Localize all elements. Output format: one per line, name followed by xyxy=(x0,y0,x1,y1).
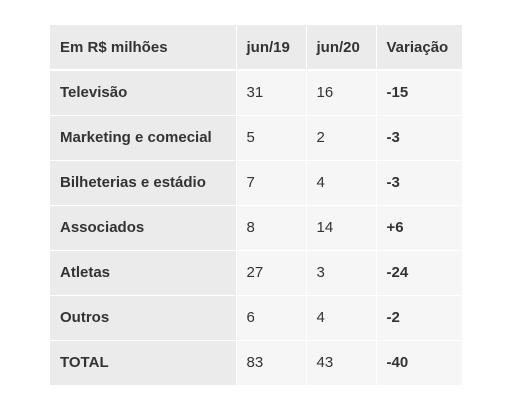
header-jun20: jun/20 xyxy=(306,25,377,71)
table-header-row: Em R$ milhões jun/19 jun/20 Variação xyxy=(50,25,463,71)
table-row-total: TOTAL 83 43 -40 xyxy=(50,340,463,386)
row-label: Bilheterias e estádio xyxy=(50,160,237,206)
row-label: Associados xyxy=(50,205,237,251)
cell-variation: -3 xyxy=(376,160,463,206)
cell-variation: -2 xyxy=(376,295,463,341)
cell-variation: +6 xyxy=(376,205,463,251)
table-row: Associados 8 14 +6 xyxy=(50,205,463,251)
revenue-table: Em R$ milhões jun/19 jun/20 Variação Tel… xyxy=(50,25,463,386)
revenue-table-container: Em R$ milhões jun/19 jun/20 Variação Tel… xyxy=(50,25,463,386)
cell-variation: -15 xyxy=(376,69,463,116)
cell-jun20: 14 xyxy=(306,205,377,251)
cell-jun19: 7 xyxy=(236,160,307,206)
cell-jun19: 6 xyxy=(236,295,307,341)
cell-jun19: 5 xyxy=(236,115,307,161)
cell-jun19: 83 xyxy=(236,340,307,386)
table-row: Bilheterias e estádio 7 4 -3 xyxy=(50,160,463,206)
row-label: Televisão xyxy=(50,69,237,116)
table-row: Atletas 27 3 -24 xyxy=(50,250,463,296)
cell-jun19: 27 xyxy=(236,250,307,296)
header-variation: Variação xyxy=(376,25,463,71)
cell-variation: -40 xyxy=(376,340,463,386)
cell-jun19: 8 xyxy=(236,205,307,251)
table-row: Outros 6 4 -2 xyxy=(50,295,463,341)
cell-jun20: 4 xyxy=(306,160,377,206)
row-label: TOTAL xyxy=(50,340,237,386)
row-label: Atletas xyxy=(50,250,237,296)
cell-variation: -24 xyxy=(376,250,463,296)
cell-jun20: 2 xyxy=(306,115,377,161)
cell-jun19: 31 xyxy=(236,69,307,116)
cell-jun20: 3 xyxy=(306,250,377,296)
header-category: Em R$ milhões xyxy=(50,25,237,71)
row-label: Marketing e comecial xyxy=(50,115,237,161)
header-jun19: jun/19 xyxy=(236,25,307,71)
cell-jun20: 43 xyxy=(306,340,377,386)
cell-jun20: 16 xyxy=(306,69,377,116)
table-row: Marketing e comecial 5 2 -3 xyxy=(50,115,463,161)
row-label: Outros xyxy=(50,295,237,341)
table-row: Televisão 31 16 -15 xyxy=(50,69,463,116)
cell-variation: -3 xyxy=(376,115,463,161)
cell-jun20: 4 xyxy=(306,295,377,341)
